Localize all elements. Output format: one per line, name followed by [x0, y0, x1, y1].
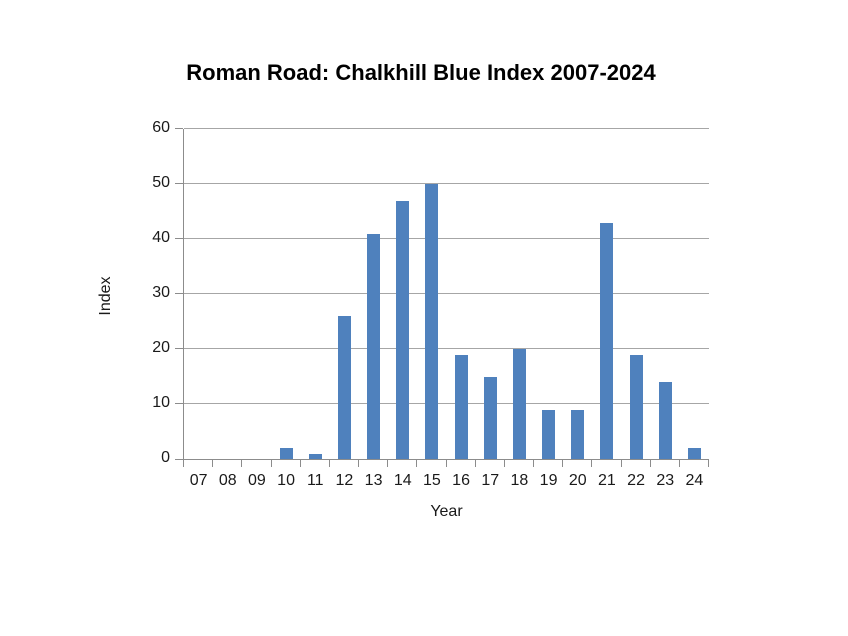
x-tick-mark-4 — [299, 460, 301, 467]
x-tick-label-12: 12 — [335, 472, 354, 489]
x-tick-label-10: 10 — [277, 472, 295, 489]
x-tick-label-11: 11 — [306, 472, 324, 489]
x-tick-label-08: 08 — [218, 472, 237, 489]
bar-17 — [483, 376, 497, 459]
y-tick-label-60: 60 — [152, 119, 170, 136]
x-tick-label-15: 15 — [423, 472, 441, 489]
x-tick-mark-1 — [212, 460, 214, 467]
gridline-20 — [184, 348, 709, 349]
bar-24 — [687, 448, 701, 459]
y-tick-label-10: 10 — [152, 394, 170, 411]
y-tick-mark-0 — [175, 459, 183, 460]
bar-15 — [425, 184, 439, 459]
x-tick-mark-2 — [241, 460, 243, 467]
x-tick-mark-10 — [474, 460, 476, 467]
y-tick-mark-50 — [175, 183, 183, 184]
x-tick-mark-3 — [270, 460, 272, 467]
y-tick-label-0: 0 — [161, 449, 170, 466]
x-tick-label-24: 24 — [685, 472, 704, 489]
x-tick-mark-12 — [533, 460, 534, 467]
x-tick-mark-16 — [649, 460, 651, 467]
chart-title: Roman Road: Chalkhill Blue Index 2007-20… — [186, 60, 656, 85]
y-tick-mark-20 — [175, 348, 183, 349]
y-tick-label-50: 50 — [152, 174, 170, 191]
y-tick-mark-30 — [175, 293, 183, 294]
y-tick-label-40: 40 — [152, 229, 170, 246]
bar-23 — [658, 382, 672, 459]
x-tick-mark-7 — [387, 460, 389, 467]
gridline-50 — [184, 183, 709, 184]
x-tick-label-23: 23 — [656, 472, 675, 489]
gridline-30 — [184, 293, 709, 294]
x-tick-label-19: 19 — [539, 472, 558, 489]
bar-13 — [367, 233, 381, 459]
y-tick-mark-10 — [175, 403, 183, 404]
plot-area: 0 10 20 30 40 50 60 07 08 09 10 11 12 13 14 15 16 17 18 19 2… — [152, 119, 709, 489]
bar-20 — [571, 409, 585, 459]
x-tick-mark-15 — [620, 460, 622, 467]
x-axis-line — [183, 459, 709, 460]
gridline-60 — [184, 128, 709, 129]
bar-22 — [629, 354, 643, 459]
gridline-40 — [184, 238, 709, 239]
x-tick-mark-14 — [591, 460, 593, 467]
bar-14 — [396, 200, 410, 459]
bar-18 — [512, 349, 526, 459]
x-tick-mark-0 — [183, 460, 184, 467]
x-tick-label-21: 21 — [598, 472, 616, 489]
x-tick-label-09: 09 — [248, 472, 266, 489]
x-tick-label-18: 18 — [510, 472, 529, 489]
x-tick-label-14: 14 — [393, 472, 412, 489]
y-tick-label-20: 20 — [152, 339, 170, 356]
bar-10 — [279, 448, 293, 459]
bar-19 — [542, 409, 556, 459]
x-tick-mark-6 — [358, 460, 359, 467]
x-tick-mark-17 — [678, 460, 680, 467]
y-tick-mark-40 — [175, 238, 183, 239]
x-tick-mark-8 — [416, 460, 418, 467]
gridline-10 — [184, 403, 709, 404]
x-tick-label-13: 13 — [364, 472, 383, 489]
bar-16 — [454, 354, 468, 459]
bar-21 — [600, 222, 614, 459]
x-tick-label-22: 22 — [627, 472, 645, 489]
bar-12 — [337, 316, 351, 459]
x-tick-label-16: 16 — [452, 472, 470, 489]
x-tick-mark-9 — [445, 460, 447, 467]
y-axis-line — [183, 129, 184, 460]
x-tick-mark-13 — [562, 460, 564, 467]
y-tick-mark-60 — [175, 128, 183, 129]
x-tick-label-07: 07 — [189, 472, 208, 489]
x-axis-title: Year — [430, 503, 463, 520]
bar-11 — [308, 453, 322, 459]
x-tick-mark-18 — [708, 460, 709, 467]
x-tick-mark-5 — [328, 460, 330, 467]
x-tick-label-20: 20 — [568, 472, 587, 489]
y-axis-title: Index — [97, 276, 114, 316]
y-tick-label-30: 30 — [152, 284, 170, 301]
x-tick-label-17: 17 — [481, 472, 500, 489]
x-tick-mark-11 — [503, 460, 505, 467]
